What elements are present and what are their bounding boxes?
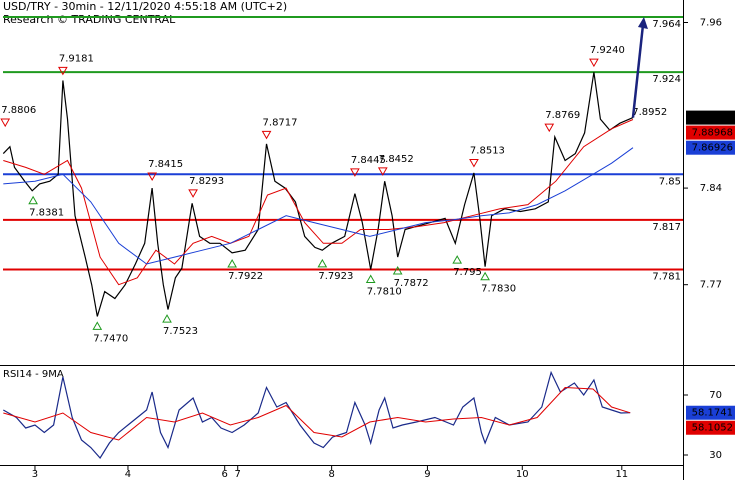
trough-label: 7.8381 [29,208,64,219]
chart-subtitle: Research © TRADING CENTRAL [3,13,176,26]
peak-marker [261,130,272,140]
trough-label: 7.7830 [481,284,516,295]
price-label: 7.8952 [632,107,667,118]
x-tick-label: 4 [125,469,131,480]
forecast-arrow-head [637,16,648,29]
price-tag [686,420,735,435]
series-line [3,370,631,460]
y-tick-label: 7.84 [700,183,722,194]
peak-label: 7.9240 [590,45,625,56]
trough-marker [28,195,38,205]
peak-label: 7.8806 [1,105,36,116]
peak-marker [469,158,479,168]
price-tag [686,125,735,140]
level-label: 7.964 [652,19,681,30]
peak-label: 7.8717 [263,117,298,128]
trough-label: 7.7810 [367,287,402,298]
peak-marker [58,66,68,76]
level-label: 7.817 [652,222,681,233]
peak-marker [0,118,11,128]
x-tick-label: 11 [615,469,628,480]
trough-marker [227,259,237,268]
trough-marker [92,321,103,330]
trough-label: 7.795 [453,267,482,278]
trough-label: 7.7872 [394,278,429,289]
x-tick-label: 8 [328,469,334,480]
trough-marker [452,255,463,264]
trough-marker [365,274,376,284]
trough-marker [162,314,172,323]
series-line [3,119,634,286]
peak-label: 7.8769 [545,110,580,121]
peak-label: 7.8293 [189,176,224,187]
y-tick-label: 70 [709,390,722,401]
price-tag-label: 7.89108 [692,113,733,124]
price-tag-label: 58.1052 [692,423,733,434]
trough-label: 7.7523 [163,326,198,337]
chart-title: USD/TRY - 30min - 12/11/2020 4:55:18 AM … [3,0,287,13]
trough-marker [392,265,403,275]
y-tick-label: 30 [709,450,722,461]
price-tag [686,110,735,125]
forecast-arrow [631,24,645,118]
x-tick-label: 3 [32,469,38,480]
x-tick-label: 10 [516,469,529,480]
peak-marker [147,172,158,182]
trough-label: 7.7922 [228,271,263,282]
peak-label: 7.8445 [351,155,386,166]
peak-label: 7.8415 [148,159,183,170]
peak-marker [544,123,555,133]
price-tag [686,140,735,155]
price-tag-label: 7.86926 [692,143,733,154]
x-tick-label: 9 [424,469,430,480]
peak-marker [188,189,198,198]
peak-label: 7.8452 [379,154,414,165]
trough-label: 7.7470 [93,333,128,344]
trough-marker [480,271,490,281]
level-label: 7.85 [659,176,681,187]
level-label: 7.924 [652,74,681,85]
trough-marker [317,258,328,268]
x-tick-label: 6 [222,469,228,480]
x-tick-label: 7 [235,469,241,480]
y-tick-label: 7.96 [700,17,722,28]
peak-marker [377,167,388,176]
trough-label: 7.7923 [318,271,353,282]
series-line [2,72,634,317]
peak-marker [589,58,599,68]
level-label: 7.781 [652,272,681,283]
y-tick-label: 7.77 [700,280,722,291]
peak-label: 7.8513 [470,145,505,156]
indicator-title: RSI14 - 9MA [3,369,64,380]
price-tag-label: 58.1741 [692,408,733,419]
series-line [3,386,631,441]
price-tag-label: 7.88968 [692,128,733,139]
peak-label: 7.9181 [59,53,94,64]
price-tag [686,405,735,420]
peak-marker [350,168,360,177]
series-line [3,147,634,265]
